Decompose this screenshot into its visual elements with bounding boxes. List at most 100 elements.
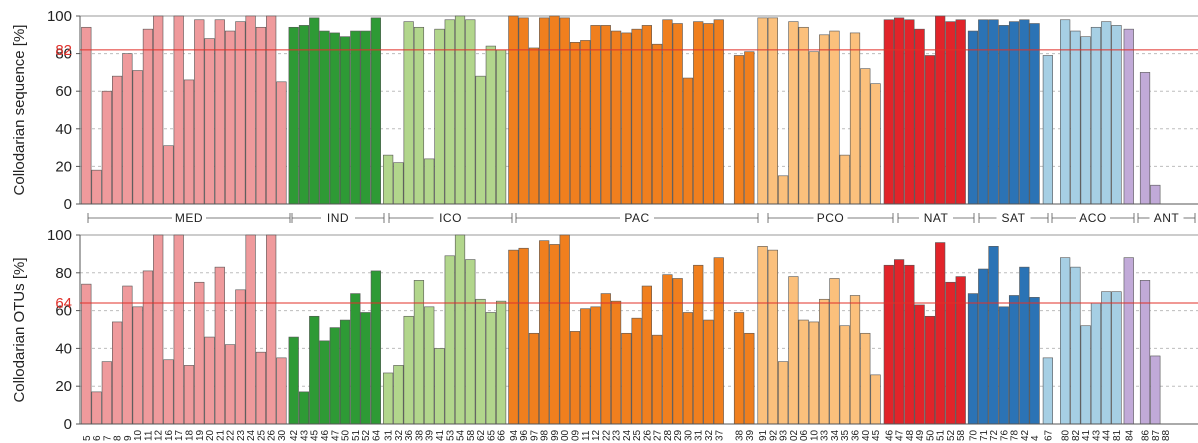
bar-sat [1008,295,1020,425]
x-tick-label: 25 [256,429,267,441]
x-tick-label: 22 [226,429,237,441]
bar-ind [319,340,330,425]
x-tick-label: 24 [622,429,633,441]
bar-pac [682,77,694,205]
x-tick-label: 28 [663,429,674,441]
bar-aco [1101,291,1112,425]
bar-pac [641,25,652,205]
y-tick-label: 80 [55,265,72,282]
bar-pco [860,68,871,205]
x-tick-label: 11 [581,430,592,441]
bar-aco [1060,19,1071,205]
x-tick-label: 71 [979,429,990,441]
bar-pac [652,334,663,425]
x-tick-label: 99 [550,429,561,441]
bar-sat [998,306,1009,425]
x-tick-label: 35 [840,429,851,441]
bar-ico [485,312,496,425]
region-label-pco: PCO [817,211,845,225]
y-tick-label: 100 [47,8,72,25]
bar-pac [682,312,694,425]
bar-pac [580,40,591,205]
bar-med [91,169,102,205]
y-tick-label: 0 [64,196,72,213]
x-tick-label: 33 [820,429,831,441]
y-tick-label: 40 [55,121,72,138]
x-tick-label: 54 [456,429,467,441]
x-tick-label: 46 [884,429,895,441]
bar-pco [819,298,830,425]
bar-nat [914,28,925,205]
bar-pco [767,249,778,425]
bar-pco [788,276,799,425]
x-tick-label: 29 [673,429,684,441]
x-tick-label: 31 [384,429,395,441]
bar-ant [1150,355,1161,425]
bar-med [255,351,266,425]
bar-pco [798,319,809,425]
bar-pac2 [733,55,745,205]
y-tick-label: 20 [55,158,72,175]
bar-ind [309,315,320,425]
bar-sat [988,246,999,425]
bar-pac [713,19,724,205]
bar-med [173,15,184,205]
x-tick-label: 34 [830,429,841,441]
bar-ind [339,36,351,205]
bar-pac [569,331,581,425]
x-tick-label: 50 [341,429,352,441]
bar-sat2 [1042,55,1053,205]
bar-pco [860,332,871,425]
bar-pac [508,249,519,425]
bar-nat [914,304,925,425]
bar-ant [1139,280,1151,425]
x-tick-label: 26 [642,429,653,441]
bar-sat [978,268,989,425]
x-tick-label: 4 [1030,435,1041,441]
x-tick-label: 30 [277,429,288,441]
x-tick-label: 81 [1112,429,1123,441]
bar-med [122,53,133,205]
bar-med [153,234,164,425]
y-axis-label: Collodarian OTUs [%] [11,257,28,402]
bar-pco [849,295,861,425]
x-tick-label: 7 [102,435,113,441]
top-panel-sequence: 0 20 40 60 80 100 Collodarian sequence [%] 82 [11,8,1198,213]
bar-pac2 [744,332,755,425]
bar-ind [319,30,330,205]
bar-pco [829,30,840,205]
bar-med [224,344,236,425]
region-label-aco: ACO [1079,211,1107,225]
x-tick-label: 47 [895,429,906,441]
bar-med [132,306,143,425]
bar-pco [798,26,809,205]
bar-pac2 [733,312,745,425]
region-label-nat: NAT [924,211,949,225]
bar-pco [819,34,830,205]
bar-ind [288,336,299,425]
bar-med [204,38,215,205]
x-tick-label: 52 [946,429,957,441]
bar-ico [424,306,435,425]
bar-pac [518,247,529,425]
bar-med [112,75,123,205]
x-tick-label: 82 [1071,429,1082,441]
bar-pac [631,317,642,425]
bar-ind [329,32,340,205]
x-tick-label: 11 [143,430,154,441]
x-tick-label: 45 [871,429,882,441]
bar-ind [288,26,299,205]
bar-nat [955,276,966,425]
x-tick-label: 20 [205,429,216,441]
bar-pco [757,246,768,425]
bar-aco [1070,30,1081,205]
region-labels: MED IND ICO PAC PCO NAT SAT ACO ANT [87,211,1196,225]
bar-ind [329,327,340,425]
bar-pac [641,285,652,425]
bar-aco [1090,26,1102,205]
bar-pco [757,17,768,205]
bar-sat [967,293,979,425]
x-tick-label: 53 [445,429,456,441]
bar-med [112,321,123,425]
